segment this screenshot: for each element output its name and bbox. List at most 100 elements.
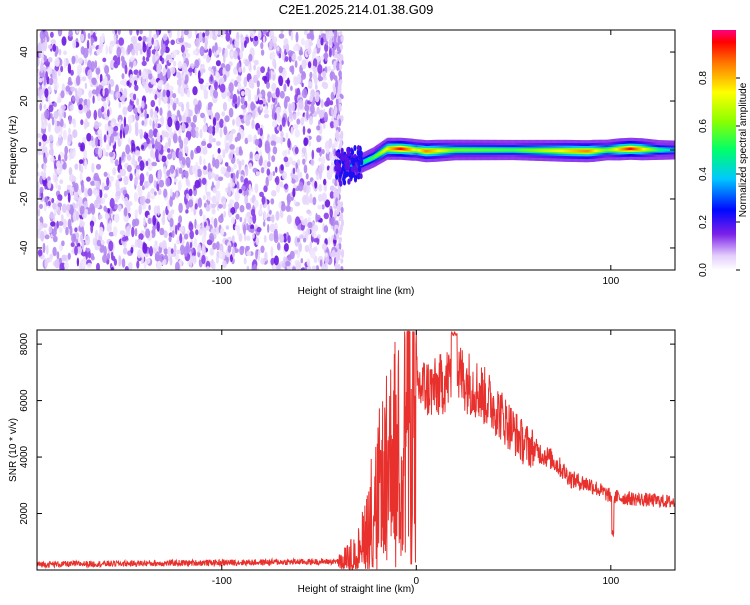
ridge-cell — [460, 148, 463, 152]
noise-speck — [301, 71, 307, 80]
noise-speck — [212, 261, 216, 270]
noise-speck — [340, 258, 344, 264]
noise-speck — [37, 191, 40, 197]
noise-speck — [286, 77, 290, 87]
noise-speck — [339, 93, 343, 98]
noise-speck — [167, 148, 171, 153]
noise-speck — [332, 178, 335, 184]
noise-speck — [40, 62, 44, 74]
ridge-cell — [617, 148, 620, 151]
ridge-cell — [637, 147, 640, 151]
noise-speck — [79, 172, 83, 182]
ridge-cell — [431, 149, 433, 153]
noise-speck — [338, 39, 341, 45]
noise-speck — [98, 226, 104, 237]
noise-speck — [39, 203, 43, 209]
noise-speck — [234, 136, 239, 143]
noise-speck — [255, 146, 259, 152]
ridge-cell — [634, 147, 636, 151]
noise-speck — [256, 226, 262, 233]
ridge-cell — [628, 147, 631, 151]
noise-speck — [341, 248, 344, 259]
noise-speck — [306, 228, 311, 236]
noise-speck — [159, 107, 163, 116]
noise-speck — [302, 158, 306, 165]
noise-speck — [246, 265, 250, 270]
noise-speck — [250, 228, 255, 233]
noise-speck — [333, 60, 337, 68]
noise-speck — [110, 121, 115, 127]
noise-speck — [284, 56, 289, 62]
noise-speck — [311, 149, 315, 160]
noise-speck — [37, 171, 40, 177]
ridge-cell — [571, 149, 573, 153]
noise-speck — [69, 225, 73, 236]
noise-speck — [296, 73, 302, 85]
noise-speck — [139, 160, 145, 171]
noise-speck — [116, 135, 120, 141]
snr-y-tick-label: 2000 — [19, 502, 30, 525]
noise-speck — [257, 249, 261, 255]
noise-speck — [173, 60, 177, 67]
noise-speck — [209, 85, 214, 96]
noise-speck — [184, 74, 189, 84]
noise-speck — [197, 197, 203, 208]
ridge-cell — [369, 157, 371, 161]
noise-speck — [104, 123, 109, 132]
noise-speck — [58, 48, 62, 56]
noise-speck — [188, 199, 194, 208]
noise-speck — [225, 32, 231, 42]
noise-speck — [230, 206, 236, 215]
ridge-cell — [470, 148, 473, 152]
noise-speck — [79, 205, 85, 216]
noise-speck — [286, 214, 292, 225]
noise-speck — [91, 77, 97, 86]
noise-speck — [37, 249, 43, 257]
noise-speck — [105, 45, 109, 55]
noise-speck — [139, 180, 143, 186]
spectrogram-plot-area — [37, 30, 675, 270]
noise-speck — [312, 58, 318, 68]
noise-speck — [144, 108, 147, 120]
noise-speck — [73, 196, 79, 201]
noise-speck — [223, 210, 226, 218]
noise-speck — [57, 69, 61, 77]
noise-speck — [148, 173, 154, 184]
noise-speck — [326, 165, 330, 171]
ridge-cell — [462, 148, 465, 152]
noise-speck — [172, 101, 177, 111]
noise-speck — [331, 107, 334, 117]
noise-speck — [86, 98, 91, 108]
noise-speck — [210, 114, 214, 120]
noise-speck — [116, 46, 122, 58]
noise-speck — [181, 30, 184, 39]
noise-speck — [68, 30, 73, 38]
noise-speck — [103, 205, 107, 212]
ridge-cell — [418, 148, 421, 152]
noise-speck — [120, 55, 124, 62]
noise-speck — [103, 134, 107, 143]
noise-speck — [215, 30, 218, 36]
ridge-cell — [382, 150, 384, 153]
ridge-cell — [439, 149, 442, 152]
noise-speck — [161, 215, 166, 226]
noise-speck — [142, 35, 147, 42]
noise-speck — [240, 175, 244, 183]
ridge-cell — [488, 148, 491, 152]
noise-speck — [124, 196, 129, 206]
noise-speck — [91, 204, 96, 215]
noise-speck — [270, 51, 276, 60]
noise-speck — [63, 190, 68, 197]
noise-speck — [329, 166, 335, 175]
noise-speck — [110, 133, 114, 144]
noise-speck — [138, 36, 142, 42]
noise-speck — [328, 139, 333, 148]
noise-speck — [130, 246, 134, 254]
noise-speck — [336, 92, 340, 100]
noise-speck — [262, 36, 266, 44]
noise-speck — [209, 233, 214, 241]
noise-speck — [135, 150, 141, 157]
noise-speck — [244, 89, 249, 96]
noise-speck — [37, 42, 43, 53]
noise-speck — [48, 134, 54, 142]
